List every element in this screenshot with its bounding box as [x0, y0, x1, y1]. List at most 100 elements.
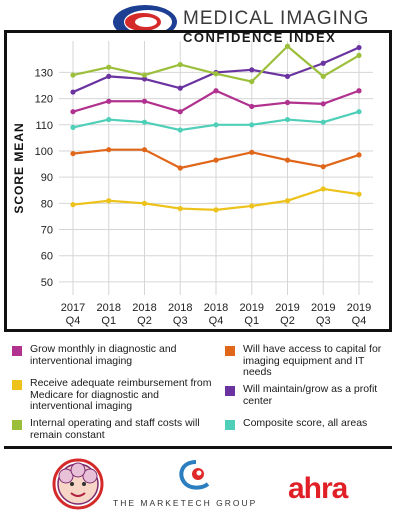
legend-label: Receive adequate reimbursement from Medi… [30, 377, 212, 412]
data-point [356, 152, 362, 158]
data-point [249, 122, 255, 128]
data-point [213, 88, 219, 94]
x-tick-label-quarter: Q3 [316, 315, 331, 327]
footer [0, 452, 400, 516]
data-point [356, 191, 362, 197]
data-point [320, 186, 326, 192]
data-point [320, 60, 326, 66]
data-point [213, 207, 219, 213]
data-point [356, 44, 362, 51]
data-point [284, 73, 291, 79]
data-point [284, 43, 291, 49]
x-tick-label-year: 2019 [240, 302, 264, 314]
data-point [249, 78, 255, 85]
data-point [106, 73, 112, 79]
legend-swatch [12, 380, 22, 390]
data-point [106, 198, 112, 204]
marketech-swoosh-logo-icon [179, 460, 210, 490]
x-tick-label-year: 2018 [132, 302, 156, 314]
y-tick-label: 130 [35, 67, 53, 79]
y-tick-label: 90 [41, 172, 53, 184]
data-point [70, 109, 76, 115]
data-point [106, 98, 112, 104]
x-tick-label-year: 2019 [275, 302, 299, 314]
data-point [284, 99, 291, 106]
data-point [213, 122, 219, 128]
x-tick-label-quarter: Q3 [173, 315, 188, 327]
legend-swatch [225, 386, 235, 396]
legend-label: Will have access to capital for imaging … [243, 343, 382, 378]
data-point [141, 200, 148, 206]
data-point [249, 149, 255, 155]
ahra-logo: ahra [288, 472, 348, 505]
data-point [70, 202, 76, 208]
y-tick-label: 70 [41, 225, 53, 237]
data-point [177, 109, 183, 115]
data-point [141, 76, 148, 82]
y-tick-label: 60 [41, 251, 53, 263]
data-point [70, 124, 76, 131]
x-tick-label-quarter: Q2 [280, 315, 295, 327]
data-point [320, 73, 326, 79]
data-point [320, 164, 326, 170]
data-point [249, 203, 255, 209]
marketech-group-label: THE MARKETECH GROUP [113, 498, 258, 508]
legend-swatch [225, 346, 235, 356]
data-point [106, 64, 112, 70]
title-line-2: CONFIDENCE INDEX [183, 30, 337, 45]
legend-swatch [12, 346, 22, 356]
legend-label: Internal operating and staff costs will … [30, 417, 200, 441]
data-point [213, 157, 219, 163]
data-point [141, 119, 148, 125]
y-tick-label: 110 [35, 120, 53, 132]
data-point [356, 52, 362, 59]
x-tick-label-quarter: Q1 [101, 315, 116, 327]
data-point [177, 85, 183, 91]
data-point [320, 119, 326, 125]
data-point [284, 157, 291, 163]
data-point [213, 71, 219, 77]
legend-swatch [225, 420, 235, 430]
x-tick-label-quarter: Q2 [137, 315, 152, 327]
divider [4, 446, 392, 449]
y-tick-label: 50 [41, 277, 53, 289]
x-tick-label-year: 2018 [168, 302, 192, 314]
data-point [320, 101, 326, 107]
x-tick-label-quarter: Q4 [209, 315, 224, 327]
legend-label: Grow monthly in diagnostic and intervent… [30, 343, 177, 367]
y-tick-label: 100 [35, 146, 53, 158]
y-axis-label: SCORE MEAN [12, 122, 26, 213]
data-point [356, 88, 362, 94]
data-point [70, 89, 76, 95]
data-point [249, 67, 255, 73]
x-tick-label-quarter: Q1 [244, 315, 259, 327]
data-point [177, 205, 183, 212]
y-tick-label: 120 [35, 94, 53, 106]
x-tick-label-year: 2017 [61, 302, 85, 314]
data-point [177, 61, 183, 68]
data-point [177, 165, 183, 171]
data-point [356, 109, 362, 115]
data-point [106, 116, 112, 123]
x-tick-label-year: 2018 [97, 302, 121, 314]
data-point [284, 198, 291, 204]
legend-label: Will maintain/grow as a profit center [243, 383, 378, 407]
x-tick-label-year: 2019 [347, 302, 371, 314]
data-point [141, 72, 148, 78]
data-point [141, 147, 148, 153]
x-tick-label-quarter: Q4 [66, 315, 81, 327]
data-point [249, 103, 255, 110]
data-point [106, 147, 112, 153]
legend-label: Composite score, all areas [243, 417, 368, 429]
data-point [70, 72, 76, 78]
data-point [70, 150, 76, 157]
cartoon-face-logo-icon [52, 458, 104, 510]
data-point [141, 98, 148, 104]
data-point [177, 127, 183, 133]
title-line-1: MEDICAL IMAGING [183, 8, 370, 29]
chart-frame: 50 60 70 80 90 100 110 120 130 SCORE MEAN 2017 Q4 20… [4, 30, 392, 332]
data-point [284, 116, 291, 123]
y-tick-label: 80 [41, 198, 53, 210]
legend-swatch [12, 420, 22, 430]
